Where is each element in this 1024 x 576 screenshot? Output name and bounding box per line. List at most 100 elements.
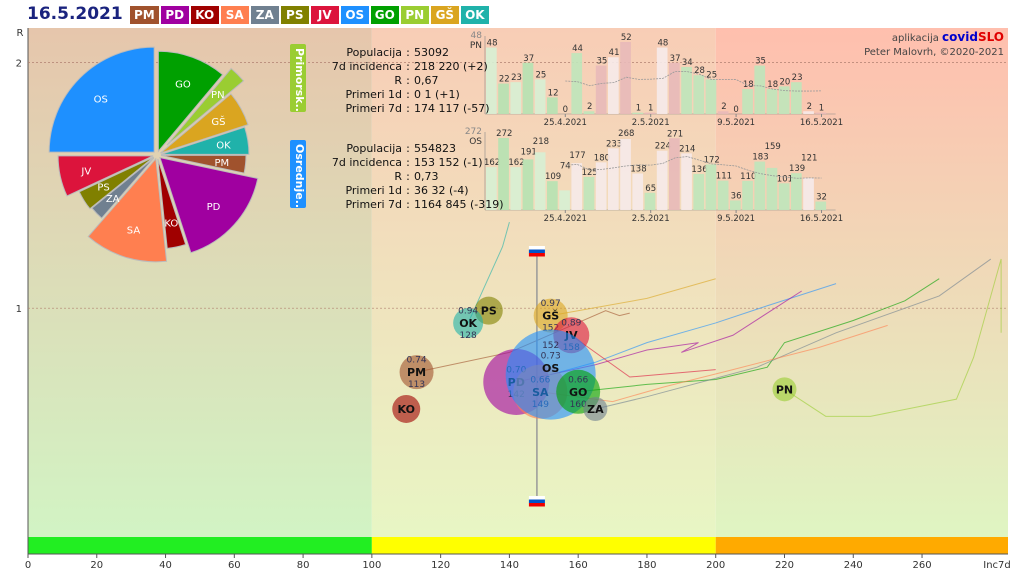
bar-value: 36 <box>731 191 742 201</box>
daily-bar <box>522 62 534 114</box>
legend-item-PM[interactable]: PM <box>130 6 159 24</box>
daily-bar <box>547 97 558 114</box>
credit: aplikacija covidSLO Peter Malovrh, ©2020… <box>864 30 1004 60</box>
info-key: Populacija <box>346 46 402 59</box>
info-key: 7d incidenca <box>331 60 402 73</box>
pie-label: PD <box>207 202 221 213</box>
bar-value: 138 <box>630 164 646 174</box>
daily-bar <box>632 173 644 210</box>
zone-band <box>28 537 372 554</box>
daily-bar <box>534 152 546 210</box>
legend-item-PS[interactable]: PS <box>280 6 309 24</box>
bar-value: 20 <box>779 77 790 87</box>
bubble-inc-value: 160 <box>570 400 587 410</box>
daily-bar <box>486 47 497 114</box>
bubble-circle <box>399 355 434 390</box>
x-tick-label: 160 <box>569 560 588 571</box>
bubble-label: PM <box>407 366 426 379</box>
legend-item-PD[interactable]: PD <box>160 6 189 24</box>
bubble-KO[interactable]: KO <box>392 394 421 423</box>
pie-label: KO <box>164 218 178 229</box>
flag-stripe <box>528 246 545 250</box>
daily-bar <box>571 53 583 114</box>
daily-bar <box>486 167 497 210</box>
avg-start-label: 48 <box>471 31 483 41</box>
daily-bar <box>742 89 753 114</box>
bubble-inc-value: 152 <box>542 324 559 334</box>
bubble-PM[interactable]: PM0.74 113 <box>399 355 434 390</box>
region-tag-OS[interactable]: Osrednje.. <box>290 140 306 208</box>
bubble-PN[interactable]: PN <box>772 377 797 402</box>
trail-PM <box>416 310 630 373</box>
region-tag-PN[interactable]: Primorsk.. <box>290 44 306 112</box>
brand-covid: covid <box>942 30 978 44</box>
daily-bar <box>608 57 619 114</box>
daily-bar <box>656 150 668 210</box>
legend-item-PN[interactable]: PN <box>400 6 429 24</box>
pie-slice-PS <box>78 156 154 210</box>
daily-bar <box>498 83 509 114</box>
trail-GO <box>578 278 940 393</box>
daily-bar <box>705 79 717 114</box>
bubble-r-value: 0.66 <box>568 375 588 385</box>
trail-PD <box>516 290 802 383</box>
daily-bar <box>730 200 741 210</box>
separator: : <box>406 46 410 59</box>
bubble-label: KO <box>398 403 415 416</box>
bubble-r-value: 0.94 <box>458 306 478 316</box>
pie-label: PM <box>215 158 230 169</box>
x-tick-label: 140 <box>500 560 519 571</box>
separator: : <box>406 74 410 87</box>
bubble-ZA[interactable]: ZA <box>583 396 608 421</box>
info-value: 0,67 <box>414 74 439 87</box>
legend-item-GO[interactable]: GO <box>370 6 399 24</box>
daily-bar <box>510 82 522 114</box>
bubble-r-value: 0.74 <box>407 356 427 366</box>
flag-stripe <box>528 503 545 507</box>
info-key: 7d incidenca <box>331 156 402 169</box>
daily-bar <box>498 138 509 210</box>
x-tick-label: 120 <box>431 560 450 571</box>
x-tick-label: 200 <box>706 560 725 571</box>
bubble-OK[interactable]: OK0.94 128 <box>453 306 484 341</box>
daily-bar <box>608 148 619 210</box>
bar-value: 125 <box>582 168 598 178</box>
legend-item-JV[interactable]: JV <box>310 6 339 24</box>
brand-slo: SLO <box>977 30 1004 44</box>
credit-prefix: aplikacija <box>891 33 939 44</box>
bar-value: 2 <box>807 102 812 112</box>
pie-slice-SA <box>87 157 168 263</box>
legend-item-KO[interactable]: KO <box>190 6 219 24</box>
info-row: Primeri 1d:36 32 (-4) <box>306 184 504 198</box>
legend-item-OK[interactable]: OK <box>460 6 489 24</box>
legend-item-GŠ[interactable]: GŠ <box>430 6 459 24</box>
daily-bar <box>632 112 644 114</box>
info-row: R:0,67 <box>306 74 490 88</box>
legend-item-SA[interactable]: SA <box>220 6 249 24</box>
pie-label: SA <box>127 226 141 237</box>
bar-value: 52 <box>621 33 632 43</box>
info-row: Primeri 1d:0 1 (+1) <box>306 88 490 102</box>
legend-item-OS[interactable]: OS <box>340 6 369 24</box>
x-tick-label: 40 <box>159 560 172 571</box>
daily-bar <box>693 75 705 114</box>
x-tick-label: 60 <box>228 560 241 571</box>
bar-value: 35 <box>596 57 607 67</box>
bar-chart-code: PN <box>470 41 482 51</box>
separator: : <box>406 156 410 169</box>
daily-bar <box>766 89 778 114</box>
bar-value: 25 <box>706 70 717 80</box>
y-axis-label: R <box>17 28 24 39</box>
bubble-label: PN <box>776 383 793 396</box>
info-key: Primeri 1d <box>345 184 402 197</box>
info-value: 218 220 (+2) <box>414 60 488 73</box>
y-tick-label: 2 <box>16 58 22 69</box>
pie-slice-PM <box>160 154 247 174</box>
x-tick-label: 220 <box>775 560 794 571</box>
date-tick-label: 2.5.2021 <box>632 118 670 128</box>
date-tick-label: 16.5.2021 <box>800 118 843 128</box>
info-value: 0,73 <box>414 170 439 183</box>
daily-bar <box>742 180 753 210</box>
legend-item-ZA[interactable]: ZA <box>250 6 279 24</box>
